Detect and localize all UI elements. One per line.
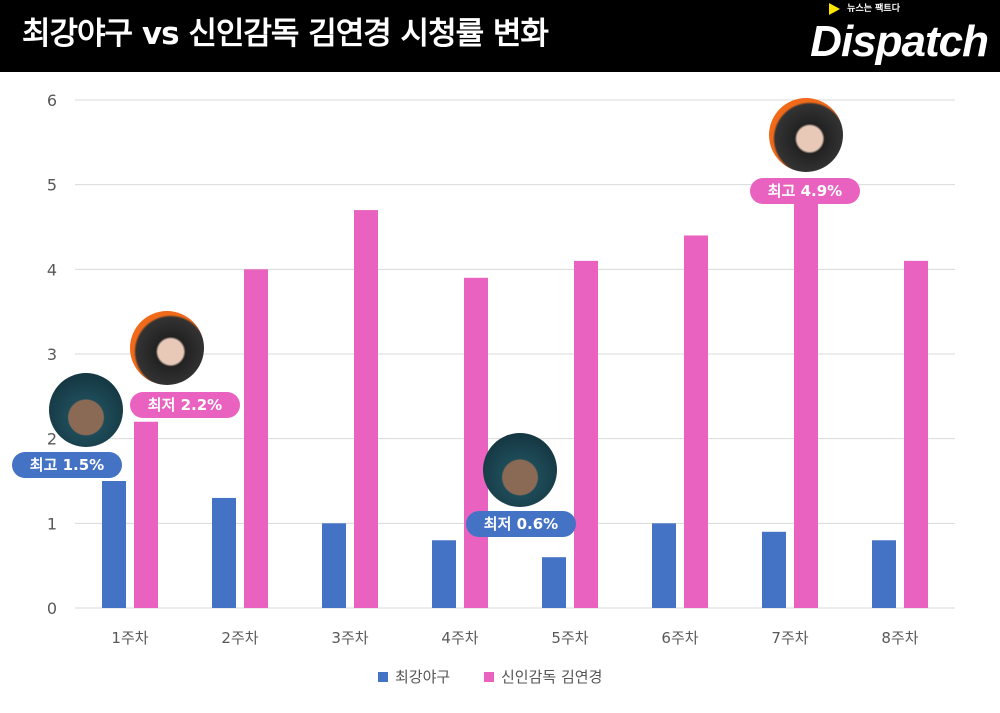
bar-baseball <box>102 481 126 608</box>
bar-baseball <box>212 497 236 608</box>
y-tick-label: 5 <box>47 176 57 195</box>
x-tick-label: 2주차 <box>221 629 258 647</box>
annotation-tag: 최고 1.5% <box>12 452 122 478</box>
header-bar: 최강야구 vs 신인감독 김연경 시청률 변화 뉴스는 팩트다 Dispatch <box>0 0 1000 72</box>
bar-volleyball <box>904 260 928 608</box>
legend-item-series-0: 최강야구 <box>378 666 450 687</box>
annotation-tag: 최고 4.9% <box>750 178 860 204</box>
x-tick-label: 7주차 <box>771 629 808 647</box>
y-tick-label: 4 <box>47 260 57 279</box>
legend-label: 최강야구 <box>395 668 451 686</box>
dispatch-logo: Dispatch <box>810 17 989 66</box>
bar-volleyball <box>794 193 818 608</box>
bar-volleyball <box>134 421 158 608</box>
annotation-tag: 최저 2.2% <box>130 392 240 418</box>
x-tick-label: 3주차 <box>331 629 368 647</box>
bar-baseball <box>322 523 346 608</box>
bar-volleyball <box>574 260 598 608</box>
logo-triangle-icon <box>829 3 840 15</box>
bar-volleyball <box>354 210 378 609</box>
x-tick-label: 8주차 <box>881 629 918 647</box>
logo-tagline: 뉴스는 팩트다 <box>847 4 900 14</box>
y-tick-label: 2 <box>47 430 57 449</box>
bar-baseball <box>762 531 786 608</box>
chart-title: 최강야구 vs 신인감독 김연경 시청률 변화 <box>22 16 549 52</box>
x-tick-label: 1주차 <box>111 629 148 647</box>
bar-baseball <box>542 557 566 608</box>
x-tick-label: 6주차 <box>661 629 698 647</box>
bar-baseball <box>652 523 676 608</box>
legend-label: 신인감독 김연경 <box>501 668 603 686</box>
avatar-baseball-manager <box>49 373 123 447</box>
bar-volleyball <box>684 235 708 608</box>
y-tick-label: 3 <box>47 345 57 364</box>
legend-item-series-1: 신인감독 김연경 <box>484 666 602 687</box>
bar-baseball <box>872 540 896 608</box>
avatar-baseball-manager <box>483 433 557 507</box>
y-tick-label: 6 <box>47 91 57 110</box>
y-tick-label: 0 <box>47 599 57 618</box>
bar-baseball <box>432 540 456 608</box>
avatar-kim-yeon-koung <box>769 98 843 172</box>
x-tick-label: 5주차 <box>551 629 588 647</box>
annotation-tag: 최저 0.6% <box>466 511 576 537</box>
avatar-kim-yeon-koung <box>130 311 204 385</box>
bar-volleyball <box>244 269 268 608</box>
legend-swatch <box>378 671 388 682</box>
bar-volleyball <box>464 277 488 608</box>
y-tick-label: 1 <box>47 514 57 533</box>
legend-swatch <box>484 671 494 682</box>
x-tick-label: 4주차 <box>441 629 478 647</box>
